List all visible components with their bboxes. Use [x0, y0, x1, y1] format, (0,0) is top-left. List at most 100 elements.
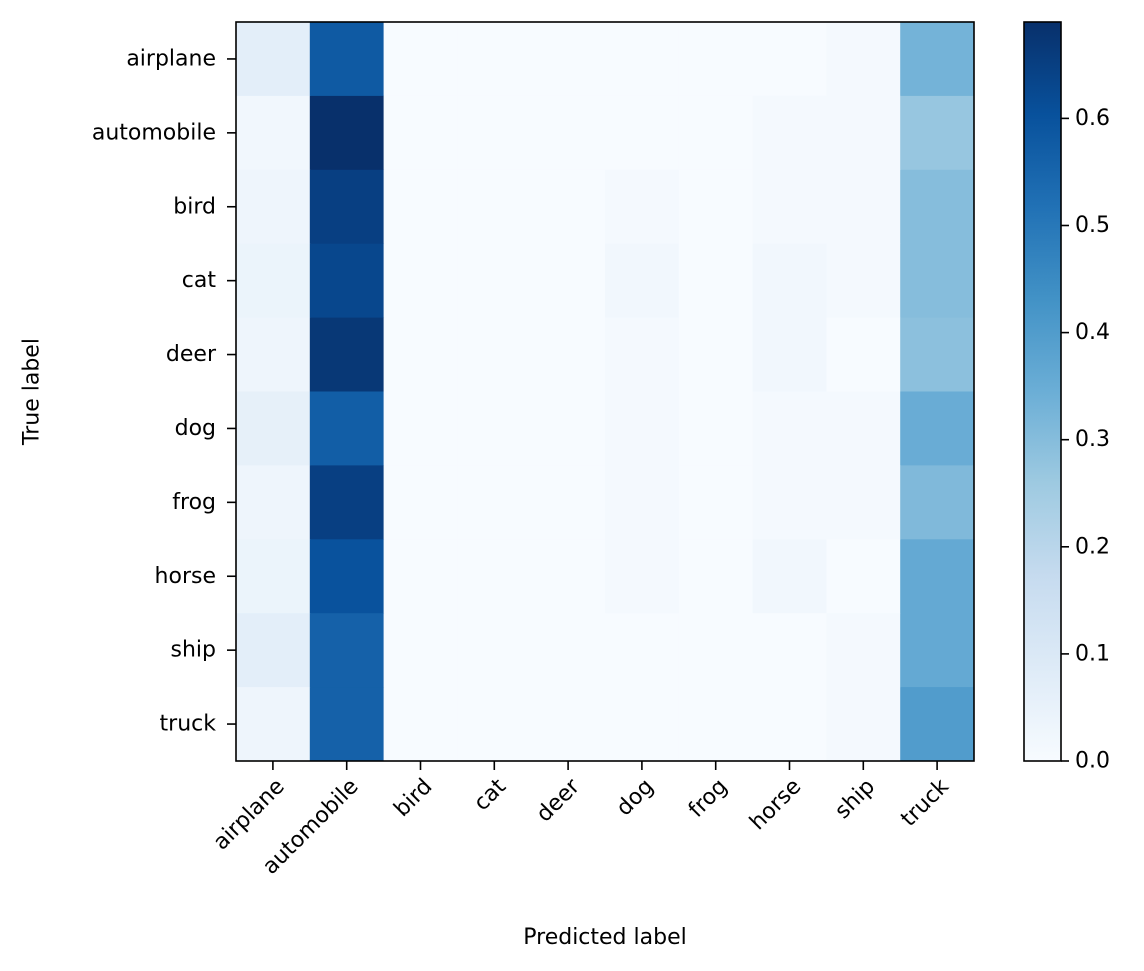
heatmap-cell [457, 22, 532, 97]
heatmap-cell [752, 613, 827, 688]
heatmap-cell [752, 243, 827, 319]
colorbar-tick-label: 0.1 [1075, 641, 1110, 666]
heatmap-cell [383, 22, 458, 97]
heatmap-cell [383, 391, 458, 466]
y-tick-label: ship [171, 638, 216, 663]
heatmap-cell [383, 95, 458, 171]
heatmap-cell [900, 613, 975, 688]
heatmap-cell [531, 539, 606, 614]
heatmap-cell [900, 243, 975, 319]
heatmap-cell [236, 169, 311, 245]
colorbar-tick-label: 0.0 [1075, 749, 1110, 774]
heatmap-cell [531, 169, 606, 245]
heatmap-cell [900, 465, 975, 540]
heatmap-cell [605, 539, 680, 614]
heatmap-cell [236, 391, 311, 466]
heatmap-cell [457, 687, 532, 762]
heatmap-cell [236, 243, 311, 319]
heatmap-cell [826, 22, 901, 97]
heatmap-cell [309, 687, 385, 762]
heatmap-cell [457, 317, 532, 392]
heatmap-cell [752, 687, 827, 762]
heatmap-cell [752, 465, 827, 540]
heatmap-cell [383, 169, 458, 245]
heatmap-cell [383, 613, 458, 688]
heatmap-cell [531, 317, 606, 392]
heatmap-cell [826, 687, 901, 762]
heatmap-cell [826, 243, 901, 319]
x-tick-label: deer [532, 773, 586, 827]
heatmap-cell [826, 169, 901, 245]
heatmap-cell [605, 95, 680, 171]
heatmap-cell [531, 391, 606, 466]
heatmap-cell [236, 465, 311, 540]
heatmap-cell [457, 613, 532, 688]
heatmap-cell [826, 539, 901, 614]
heatmap-cell [900, 539, 975, 614]
heatmap-cell [752, 22, 827, 97]
heatmap-cell [605, 22, 680, 97]
heatmap-cell [309, 613, 385, 688]
heatmap-cell [531, 465, 606, 540]
x-axis-label: Predicted label [523, 925, 686, 950]
heatmap-cell [826, 613, 901, 688]
plot-frame [235, 21, 975, 762]
y-tick-label: automobile [92, 120, 216, 145]
heatmap-cell [309, 243, 385, 319]
heatmap-cell [236, 613, 311, 688]
heatmap-cell [457, 465, 532, 540]
heatmap-cell [605, 169, 680, 245]
heatmap-cell [531, 613, 606, 688]
heatmap-cell [900, 317, 975, 392]
y-axis-label: True label [20, 338, 45, 446]
y-tick-label: deer [166, 342, 217, 367]
heatmap-cell [678, 169, 754, 245]
heatmap-cell [752, 169, 827, 245]
heatmap-cell [605, 317, 680, 392]
y-tick-label: truck [160, 712, 217, 737]
heatmap-cell [752, 95, 827, 171]
heatmap-cell [457, 169, 532, 245]
colorbar-ticks: 0.0 0.1 0.2 0.3 0.4 0.5 0.6 [1061, 106, 1110, 774]
y-tick-label: dog [175, 416, 216, 441]
colorbar [1023, 21, 1062, 762]
heatmap-cell [826, 95, 901, 171]
heatmap-cell [383, 539, 458, 614]
heatmap-cell [309, 391, 385, 466]
heatmap-cell [309, 539, 385, 614]
heatmap-cell [752, 391, 827, 466]
heatmap-cell [900, 22, 975, 97]
colorbar-tick-label: 0.6 [1075, 106, 1110, 131]
colorbar-tick-label: 0.5 [1075, 213, 1110, 238]
heatmap-cell [678, 391, 754, 466]
x-tick-label: dog [612, 774, 659, 821]
heatmap-cell [605, 613, 680, 688]
x-tick-label: cat [469, 774, 511, 816]
heatmap-cell [236, 22, 311, 97]
x-tick-label: ship [830, 774, 880, 824]
heatmap-cell [236, 95, 311, 171]
y-axis-ticks: airplane automobile bird cat deer dog frog hors… [92, 46, 236, 737]
heatmap-cell [309, 317, 385, 392]
heatmap-cell [457, 95, 532, 171]
heatmap-cell [900, 95, 975, 171]
heatmap-cell [457, 243, 532, 319]
x-tick-label: truck [896, 774, 954, 832]
heatmap-cell [678, 687, 754, 762]
heatmap-cell [678, 243, 754, 319]
heatmap-cell [383, 687, 458, 762]
y-tick-label: horse [155, 564, 216, 589]
heatmap-cell [678, 95, 754, 171]
x-tick-label: horse [745, 774, 806, 835]
x-tick-label: bird [389, 774, 437, 822]
heatmap-cell [309, 22, 385, 97]
heatmap-cell [531, 687, 606, 762]
heatmap-cell [236, 539, 311, 614]
heatmap-cell [236, 687, 311, 762]
heatmap-cell [752, 317, 827, 392]
heatmap-cell [236, 317, 311, 392]
heatmap-cell [531, 243, 606, 319]
heatmap-cell [900, 169, 975, 245]
